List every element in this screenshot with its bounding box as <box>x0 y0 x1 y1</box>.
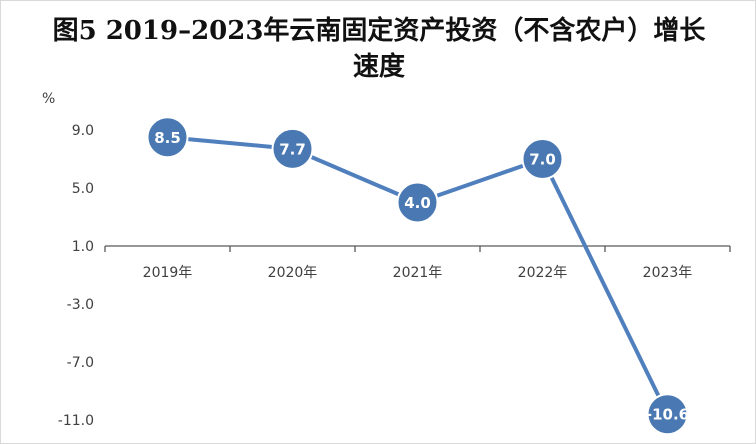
y-tick-label: -7.0 <box>67 355 94 371</box>
data-point-marker <box>146 116 189 159</box>
y-axis-unit-label: % <box>42 91 55 107</box>
data-point-marker <box>646 393 689 436</box>
data-label: 7.0 <box>529 151 556 169</box>
x-category-label: 2020年 <box>268 265 318 281</box>
y-tick-label: -11.0 <box>58 413 94 429</box>
x-category-label: 2022年 <box>518 265 568 281</box>
x-category-label: 2023年 <box>643 265 693 281</box>
chart-title: 图5 2019–2023年云南固定资产投资（不含农户）增长速度 <box>52 16 706 82</box>
data-point-marker <box>271 127 314 170</box>
data-label: -10.6 <box>646 406 689 424</box>
data-point-marker <box>521 138 564 180</box>
x-category-label: 2019年 <box>143 265 193 281</box>
y-tick-label: -3.0 <box>67 297 94 313</box>
data-label: 8.5 <box>154 129 181 147</box>
data-label: 7.7 <box>279 140 306 158</box>
x-category-label: 2021年 <box>393 265 443 281</box>
y-tick-label: 1.0 <box>72 239 94 255</box>
y-tick-label: 9.0 <box>72 123 94 139</box>
data-label: 4.0 <box>404 194 431 212</box>
data-point-marker <box>396 181 439 224</box>
y-tick-label: 5.0 <box>72 181 94 197</box>
